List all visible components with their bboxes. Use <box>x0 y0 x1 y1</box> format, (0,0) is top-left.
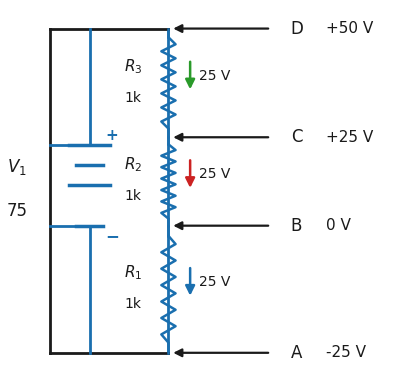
Text: +25 V: +25 V <box>326 130 374 145</box>
Text: 25 V: 25 V <box>199 167 230 181</box>
Text: $V_1$: $V_1$ <box>7 157 26 177</box>
Text: 1k: 1k <box>124 297 142 311</box>
Text: +: + <box>105 128 118 143</box>
Text: -25 V: -25 V <box>326 345 366 360</box>
Text: B: B <box>291 217 302 235</box>
Text: A: A <box>291 344 302 362</box>
Text: $R_{1}$: $R_{1}$ <box>124 263 142 282</box>
Text: 0 V: 0 V <box>326 218 351 233</box>
Text: 1k: 1k <box>124 91 142 105</box>
Text: 75: 75 <box>7 202 28 220</box>
Text: $R_{3}$: $R_{3}$ <box>124 57 142 76</box>
Text: 1k: 1k <box>124 189 142 203</box>
Text: +50 V: +50 V <box>326 21 374 36</box>
Text: D: D <box>291 19 304 37</box>
Text: −: − <box>105 227 119 245</box>
Text: 25 V: 25 V <box>199 275 230 289</box>
Text: C: C <box>291 128 302 146</box>
Text: 25 V: 25 V <box>199 68 230 83</box>
Text: $R_{2}$: $R_{2}$ <box>124 156 142 174</box>
